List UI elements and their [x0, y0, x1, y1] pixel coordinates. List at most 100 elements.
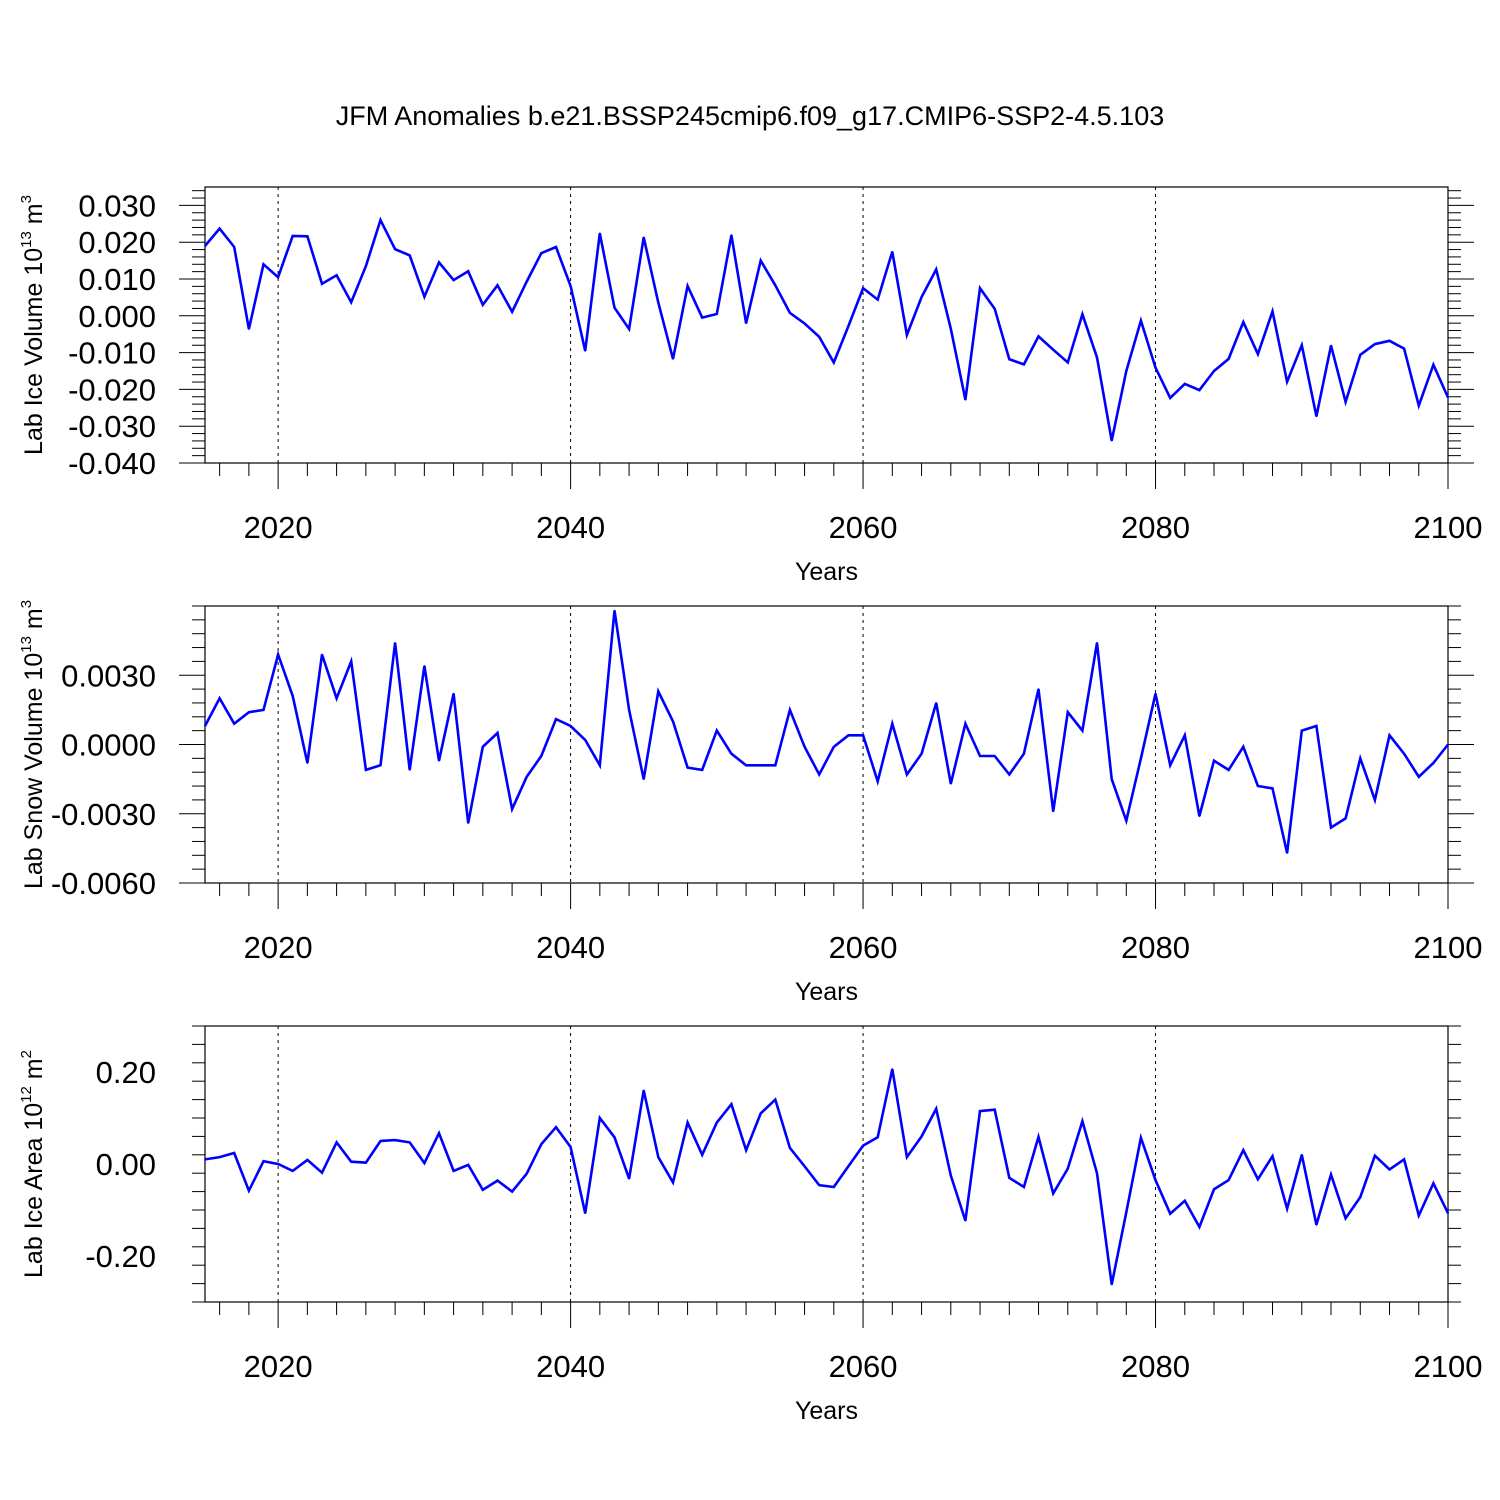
data-point: [789, 1147, 791, 1149]
data-point: [906, 1156, 908, 1158]
data-point: [1359, 353, 1362, 356]
x-axis-label: Years: [795, 558, 858, 586]
data-point: [701, 769, 704, 771]
data-point: [1432, 762, 1435, 764]
data-point: [1096, 642, 1098, 644]
panel-1: 2020 2040 2060 2080 2100 Years 0.0300.0200.010…: [18, 186, 1482, 586]
data-point: [408, 1141, 411, 1144]
data-point: [598, 764, 601, 767]
data-point: [540, 252, 543, 255]
y-axis-label-exponent: 13: [18, 231, 35, 248]
data-point: [686, 1121, 689, 1124]
data-point: [277, 276, 279, 279]
data-point: [1257, 1178, 1259, 1181]
data-point: [584, 739, 587, 741]
series-line: [204, 1068, 1450, 1285]
data-point: [1037, 335, 1040, 338]
data-point: [1330, 826, 1332, 829]
data-point: [847, 1165, 850, 1168]
data-point: [906, 334, 908, 336]
data-point: [862, 734, 864, 737]
data-point: [1344, 1217, 1347, 1220]
data-point: [525, 280, 528, 283]
data-point: [1183, 734, 1186, 737]
data-point: [818, 773, 821, 776]
data-point: [262, 709, 265, 711]
data-point: [496, 284, 499, 287]
data-point: [1374, 1154, 1376, 1157]
data-point: [1066, 1167, 1069, 1170]
data-point: [1140, 319, 1142, 322]
data-point: [774, 284, 777, 287]
data-point: [204, 725, 206, 727]
data-point: [350, 301, 353, 304]
data-point: [906, 773, 908, 776]
data-point: [1300, 1153, 1303, 1156]
data-point: [467, 822, 470, 824]
y-axis-label-text: Lab Ice Volume 10: [20, 248, 48, 455]
y-axis-label-exponent: 13: [18, 636, 35, 653]
data-point: [657, 301, 660, 304]
x-tick-label: 2020: [244, 510, 313, 545]
data-point: [730, 234, 733, 237]
data-point: [862, 1144, 864, 1147]
data-point: [1417, 404, 1420, 407]
data-point: [876, 780, 879, 783]
data-point: [628, 709, 630, 711]
data-point: [628, 1177, 630, 1180]
data-point: [248, 711, 250, 714]
data-point: [1344, 401, 1347, 403]
data-point: [686, 766, 689, 769]
data-point: [979, 1110, 981, 1112]
data-point: [394, 642, 396, 644]
data-point: [1052, 810, 1055, 813]
data-point: [730, 752, 733, 755]
data-point: [1081, 1120, 1084, 1123]
data-point: [1447, 743, 1449, 746]
panel-2: 2020 2040 2060 2080 2100 Years 0.0030 0.0000 -0.…: [18, 600, 1482, 1006]
data-point: [248, 328, 250, 330]
data-point: [1374, 343, 1376, 345]
data-point: [774, 764, 777, 767]
data-point: [701, 1153, 704, 1156]
x-tick-label: 2020: [244, 1349, 313, 1384]
data-point: [467, 270, 470, 273]
data-point: [525, 1172, 528, 1175]
x-tick-label: 2040: [536, 510, 605, 545]
x-axis-label: Years: [795, 1397, 858, 1425]
data-point: [540, 1143, 543, 1146]
data-point: [686, 285, 689, 287]
x-tick-label: 2040: [536, 930, 605, 965]
data-point: [1183, 383, 1186, 385]
data-point: [979, 287, 981, 290]
data-point: [1066, 711, 1069, 714]
data-point: [1432, 1182, 1435, 1185]
y-tick-label: 0.20: [96, 1055, 156, 1090]
data-point: [642, 1089, 645, 1092]
data-point: [1257, 353, 1259, 355]
data-point: [803, 745, 806, 748]
data-point: [1330, 344, 1332, 347]
data-point: [1242, 745, 1245, 748]
data-point: [233, 1152, 236, 1154]
data-point: [277, 1163, 279, 1165]
data-point: [920, 1135, 923, 1138]
data-point: [1330, 1173, 1332, 1176]
data-point: [979, 755, 981, 757]
data-point: [423, 1162, 426, 1164]
data-point: [935, 1107, 938, 1110]
data-point: [1110, 439, 1113, 442]
data-point: [964, 722, 967, 725]
y-tick-label: 0.0030: [61, 658, 156, 693]
data-point: [204, 1158, 206, 1161]
data-point: [1169, 397, 1172, 399]
data-point: [438, 759, 440, 762]
data-point: [555, 718, 557, 720]
data-point: [1271, 787, 1274, 790]
data-point: [365, 265, 367, 267]
y-tick-label: -0.010: [68, 336, 156, 371]
data-point: [613, 1136, 616, 1139]
x-tick-label: 2080: [1121, 930, 1190, 965]
data-point: [803, 322, 806, 325]
data-point: [1388, 339, 1391, 342]
